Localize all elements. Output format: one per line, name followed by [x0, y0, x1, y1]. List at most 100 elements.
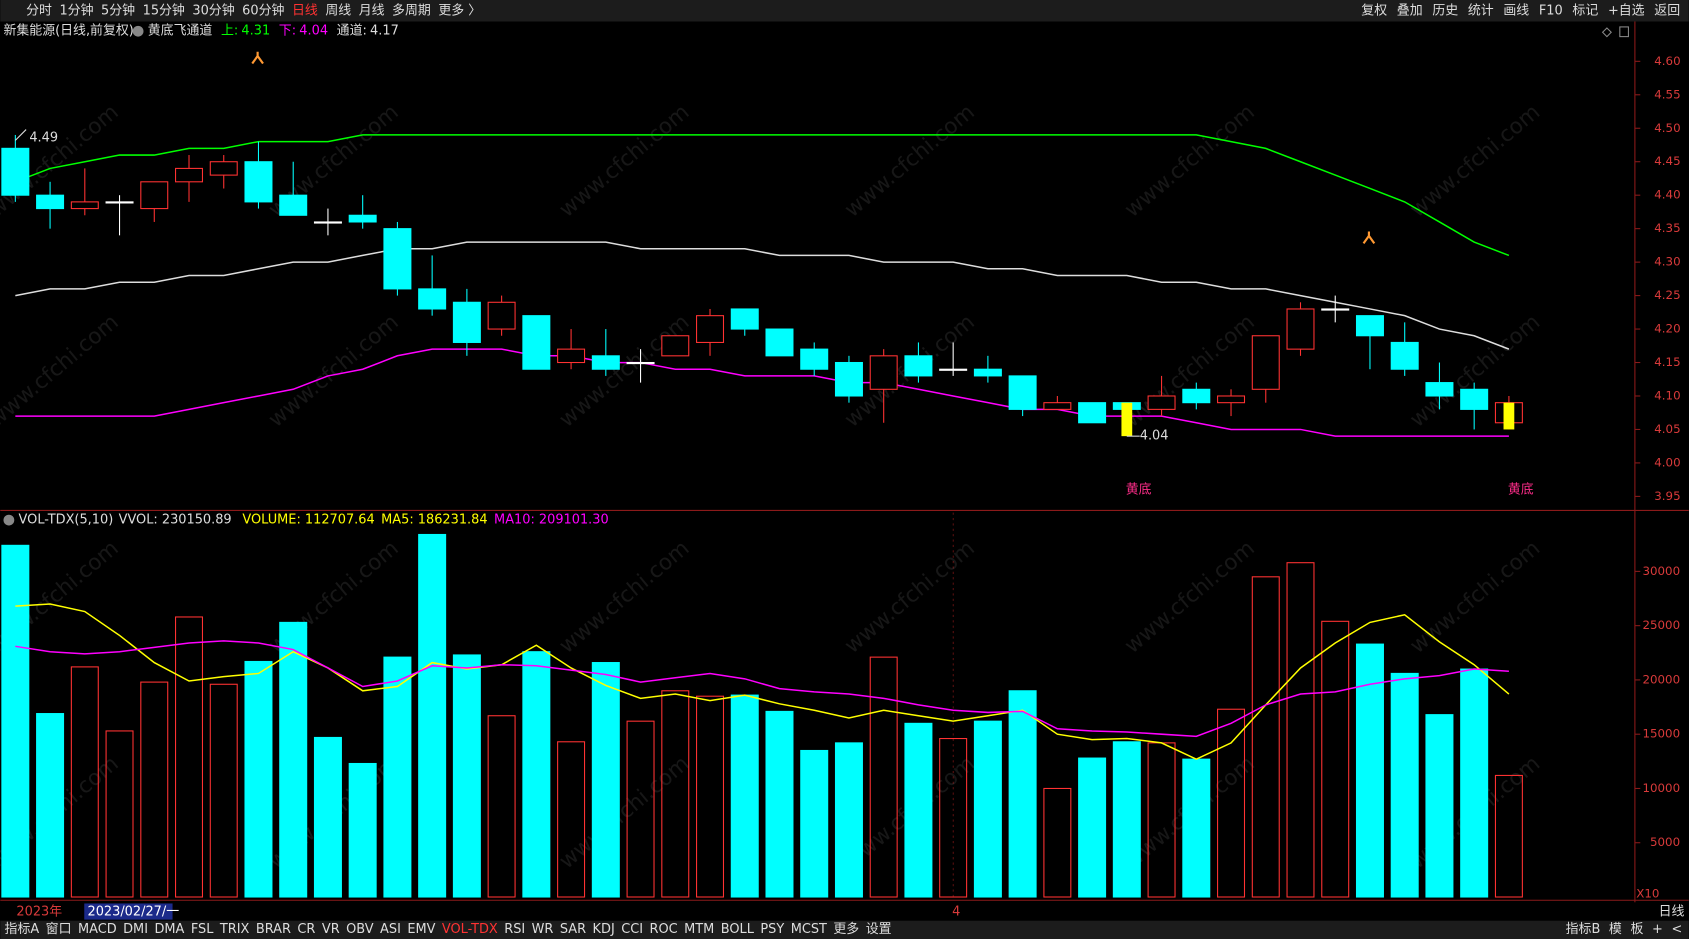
signal-bar — [1503, 402, 1515, 430]
candle-body — [452, 301, 481, 343]
candle-body — [36, 194, 65, 210]
volume-bar — [973, 720, 1002, 898]
tab[interactable]: 30分钟 — [192, 2, 234, 18]
tab[interactable]: 模 — [1609, 922, 1622, 937]
candle-body — [70, 201, 99, 210]
channel-line — [15, 134, 1510, 257]
tab[interactable]: PSY — [760, 922, 784, 937]
tab[interactable]: 5分钟 — [101, 2, 135, 18]
tab[interactable]: 60分钟 — [242, 2, 284, 18]
tab[interactable]: SAR — [560, 922, 586, 937]
tab[interactable]: MACD — [78, 922, 117, 937]
tab[interactable]: EMV — [407, 922, 435, 937]
vvol: VVOL: 230150.89 — [119, 513, 232, 528]
tab[interactable]: BOLL — [721, 922, 755, 937]
tab[interactable]: 指标A — [5, 922, 40, 937]
legend-value: 4.17 — [370, 24, 399, 39]
volume-bar — [70, 666, 99, 898]
tab[interactable]: ASI — [380, 922, 401, 937]
tab[interactable]: MTM — [684, 922, 714, 937]
tab[interactable]: 周线 — [325, 3, 351, 18]
tab[interactable]: < — [1671, 922, 1682, 937]
volume-bar — [1008, 690, 1037, 898]
volume-bar — [522, 651, 551, 898]
tab[interactable]: VR — [322, 922, 340, 937]
chart-title: 新集能源(日线,前复权) — [3, 23, 133, 39]
tab[interactable]: 板 — [1630, 922, 1643, 937]
tab[interactable]: 统计 — [1468, 3, 1494, 18]
tab[interactable]: OBV — [346, 922, 374, 937]
date-bar — [0, 902, 1689, 921]
tab[interactable]: BRAR — [256, 922, 291, 937]
candle-body — [279, 194, 308, 216]
tab[interactable]: 日线 — [292, 3, 318, 18]
x-axis-label: 4 — [952, 905, 960, 920]
tab[interactable]: 月线 — [359, 3, 385, 18]
volume-bar — [869, 656, 898, 898]
tab[interactable]: FSL — [191, 922, 214, 937]
tab[interactable]: CR — [297, 922, 315, 937]
candle-body — [1355, 315, 1384, 337]
volume-bar — [175, 616, 204, 898]
y-tick-label: 4.15 — [1654, 355, 1680, 369]
volume-bar — [557, 741, 586, 898]
tab[interactable]: 更多 〉 — [438, 3, 481, 18]
candle-body — [383, 228, 412, 290]
y-tick-label: 25000 — [1642, 618, 1680, 632]
candle-body — [973, 368, 1002, 377]
tab[interactable]: MCST — [791, 922, 827, 937]
tab[interactable]: 返回 — [1654, 3, 1680, 18]
signal-bar — [1121, 402, 1133, 437]
tab[interactable]: 复权 — [1361, 2, 1387, 18]
tab[interactable]: VOL-TDX — [442, 922, 498, 937]
tab[interactable]: 画线 — [1503, 3, 1529, 18]
tab[interactable]: 多周期 — [392, 3, 431, 18]
volume-bar — [1390, 672, 1419, 898]
volume-bar — [591, 662, 620, 898]
tab[interactable]: + — [1652, 922, 1663, 937]
tab[interactable]: 更多 — [833, 922, 859, 937]
legend-name: MA10: 209101.30 — [494, 513, 609, 528]
tab[interactable]: TRIX — [219, 922, 250, 937]
tab[interactable]: F10 — [1539, 3, 1563, 18]
tab[interactable]: RSI — [504, 922, 525, 937]
legend-name: 上: — [221, 24, 238, 39]
signal-label: 黄底 — [1126, 481, 1152, 497]
volume-bar — [1321, 620, 1350, 898]
tab[interactable]: 15分钟 — [143, 2, 185, 18]
tab[interactable]: 设置 — [866, 922, 892, 937]
tab[interactable]: +自选 — [1608, 3, 1645, 18]
legend-name: MA5: 186231.84 — [381, 513, 487, 528]
tab[interactable]: CCI — [621, 922, 643, 937]
candle-body — [1078, 402, 1107, 424]
tab[interactable]: 分时 — [26, 3, 52, 18]
x-axis-label: 2023/02/27/一 — [87, 905, 179, 920]
candle-body — [175, 167, 204, 183]
candle-body — [939, 368, 968, 371]
signal-label: 黄底 — [1508, 481, 1534, 497]
volume-bar — [383, 656, 412, 898]
tab[interactable]: 窗口 — [46, 921, 72, 937]
candle-body — [661, 335, 690, 357]
y-tick-label: 5000 — [1650, 835, 1680, 849]
volume-bar — [1217, 708, 1246, 898]
y-tick-label: 20000 — [1642, 672, 1680, 686]
volume-bar — [696, 695, 725, 898]
tab[interactable]: 指标B — [1566, 922, 1601, 937]
volume-bar — [939, 737, 968, 898]
tab[interactable]: 叠加 — [1397, 3, 1423, 18]
date-highlight — [84, 903, 173, 920]
tab[interactable]: 标记 — [1572, 3, 1598, 18]
indicator-name: 黄底飞通道 — [148, 23, 213, 39]
volume-bar — [1251, 576, 1280, 898]
tab[interactable]: WR — [532, 922, 554, 937]
tab[interactable]: DMA — [154, 922, 184, 937]
legend-name: VOLUME: 112707.64 — [242, 513, 374, 528]
min-label: 4.04 — [1140, 429, 1169, 444]
tab[interactable]: ROC — [650, 922, 678, 937]
tab[interactable]: 1分钟 — [59, 2, 93, 18]
tab[interactable]: DMI — [123, 922, 148, 937]
volume-bar — [1, 544, 30, 898]
tab[interactable]: 历史 — [1432, 3, 1458, 18]
tab[interactable]: KDJ — [593, 922, 615, 937]
